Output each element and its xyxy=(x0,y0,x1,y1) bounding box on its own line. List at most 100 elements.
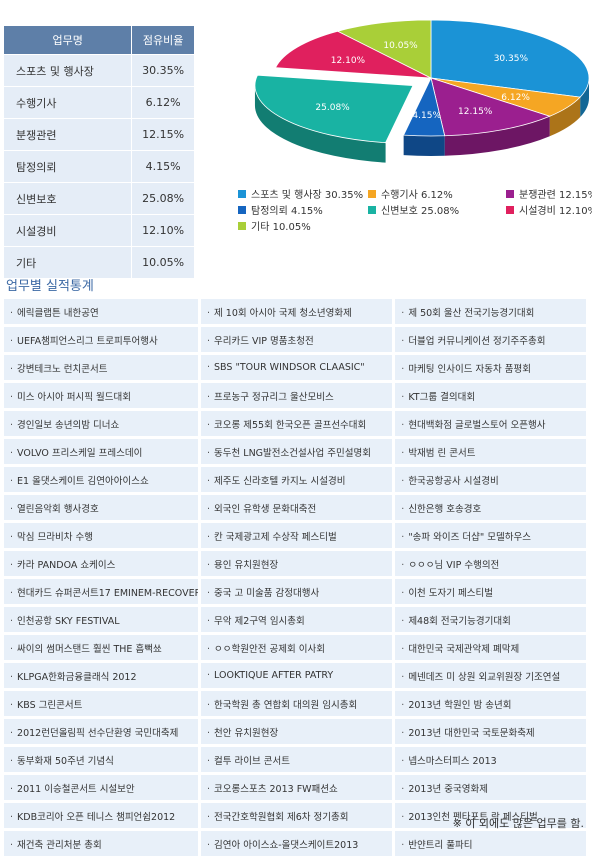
record-item: 제48회 전국기능경기대회 xyxy=(395,607,586,635)
share-ratio-cell: 30.35% xyxy=(131,54,194,87)
record-item: 막심 므라비차 수행 xyxy=(4,523,201,551)
record-item: ㅇㅇ학원안전 공제회 이사회 xyxy=(201,635,396,663)
record-item: 코오롱 제55회 한국오픈 골프선수대회 xyxy=(201,411,396,439)
share-pie-chart: 30.35% 6.12% 12.15% 4.15% 25.08% 12.10% 10.05% xyxy=(254,19,590,163)
record-item: VOLVO 프리스케일 프레스데이 xyxy=(4,439,201,467)
pie-slice-label: 12.15% xyxy=(458,107,493,117)
pie-slice xyxy=(336,19,432,79)
share-ratio-cell: 4.15% xyxy=(131,150,194,183)
records-row: 2011 이승철콘서트 시설보안코오롱스포츠 2013 FW패션쇼2013년 중… xyxy=(4,775,586,803)
pie-slice xyxy=(403,76,446,137)
share-table-row: 시설경비 12.10% xyxy=(4,214,194,247)
record-item: 미스 아시아 퍼시픽 월드대회 xyxy=(4,383,201,411)
record-item: 싸이의 썸머스탠드 훨씬 THE 흠뻑쑈 xyxy=(4,635,201,663)
legend-label: 탐정의뢰 4.15% xyxy=(251,206,323,217)
record-item: 강변테크노 런치콘서트 xyxy=(4,355,201,383)
record-item: 더블업 커뮤니케이션 정기주주총회 xyxy=(395,327,586,355)
record-item: 신한은행 호송경호 xyxy=(395,495,586,523)
record-item: 프로농구 정규리그 울산모비스 xyxy=(201,383,396,411)
share-ratio-cell: 12.10% xyxy=(131,214,194,247)
pie-slice-label: 4.15% xyxy=(412,111,441,121)
pie-slice-label: 10.05% xyxy=(383,41,418,51)
record-item: 용인 유치원현장 xyxy=(201,551,396,579)
pie-slice-side xyxy=(254,85,386,163)
record-item: SBS "TOUR WINDSOR CLAASIC" xyxy=(201,355,396,383)
share-ratio-cell: 6.12% xyxy=(131,86,194,119)
record-item: 제 50회 울산 전국기능경기대회 xyxy=(395,299,586,327)
pie-slice-side xyxy=(549,97,581,137)
records-row: 에릭클랩튼 내한공연제 10회 아시아 국제 청소년영화제제 50회 울산 전국… xyxy=(4,299,586,327)
pie-slice xyxy=(274,30,432,79)
records-row: 경인일보 송년의밤 디너쇼코오롱 제55회 한국오픈 골프선수대회현대백화점 글… xyxy=(4,411,586,439)
share-ratio-cell: 25.08% xyxy=(131,182,194,215)
legend-item: 수행기사 6.12% xyxy=(368,186,453,201)
record-item: 경인일보 송년의밤 디너쇼 xyxy=(4,411,201,439)
record-item: 이천 도자기 페스티벌 xyxy=(395,579,586,607)
record-item: 김연아 아이스쇼-올댓스케이트2013 xyxy=(201,831,396,859)
records-row: 인천공항 SKY FESTIVAL무악 제2구역 임시총회제48회 전국기능경기… xyxy=(4,607,586,635)
record-item: KBS 그린콘서트 xyxy=(4,691,201,719)
legend-swatch xyxy=(238,206,246,214)
legend-item: 스포츠 및 행사장 30.35% xyxy=(238,186,363,201)
record-item: 에릭클랩튼 내한공연 xyxy=(4,299,201,327)
share-table-row: 탐정의뢰 4.15% xyxy=(4,150,194,183)
record-item: 열린음악회 행사경호 xyxy=(4,495,201,523)
record-item: 한국공항공사 시설경비 xyxy=(395,467,586,495)
record-item: "송파 와이즈 더샵" 모델하우스 xyxy=(395,523,586,551)
records-row: KLPGA한화금융클래식 2012LOOKTIQUE AFTER PATRY메넨… xyxy=(4,663,586,691)
record-item: 카라 PANDOA 쇼케이스 xyxy=(4,551,201,579)
share-table: 업무명 점유비율 스포츠 및 행사장 30.35% 수행기사 6.12% 분쟁관련 12.… xyxy=(4,26,194,278)
record-item: 박재범 린 콘서트 xyxy=(395,439,586,467)
pie-slice xyxy=(430,19,590,98)
task-name-cell: 분쟁관련 xyxy=(4,118,133,151)
record-item: E1 올댓스케이트 김연아아이스쇼 xyxy=(4,467,201,495)
record-item: 코오롱스포츠 2013 FW패션쇼 xyxy=(201,775,396,803)
legend-swatch xyxy=(238,190,246,198)
record-item: KLPGA한화금융클래식 2012 xyxy=(4,663,201,691)
pie-slice-side xyxy=(444,116,550,156)
share-table-header-row: 업무명 점유비율 xyxy=(4,26,194,55)
pie-slice-side xyxy=(403,135,445,156)
legend-swatch xyxy=(368,206,376,214)
record-item: 마케팅 인사이드 자동차 품평회 xyxy=(395,355,586,383)
record-item: 2013년 학원인 밤 송년회 xyxy=(395,691,586,719)
record-item: 현대백화점 글로벌스토어 오픈행사 xyxy=(395,411,586,439)
records-row: 재건축 관리처분 총회김연아 아이스쇼-올댓스케이트2013반얀트리 풀파티 xyxy=(4,831,586,859)
records-row: 현대카드 슈퍼콘서트17 EMINEM-RECOVER중국 고 미술품 감정대행… xyxy=(4,579,586,607)
records-row: 싸이의 썸머스탠드 훨씬 THE 흠뻑쑈ㅇㅇ학원안전 공제회 이사회대한민국 국… xyxy=(4,635,586,663)
record-item: 한국학원 총 연합회 대의원 임시총회 xyxy=(201,691,396,719)
records-row: KDB코리아 오픈 테니스 챔피언쉽2012전국간호학원협회 제6차 정기총회2… xyxy=(4,803,586,831)
records-row: 미스 아시아 퍼시픽 월드대회프로농구 정규리그 울산모비스KT그룹 결의대회 xyxy=(4,383,586,411)
record-item: 인천공항 SKY FESTIVAL xyxy=(4,607,201,635)
record-item: 대한민국 국제관악제 폐막제 xyxy=(395,635,586,663)
task-name-cell: 시설경비 xyxy=(4,214,133,247)
legend-swatch xyxy=(506,206,514,214)
legend-swatch xyxy=(368,190,376,198)
record-item: LOOKTIQUE AFTER PATRY xyxy=(201,663,396,691)
record-item: 2013년 중국영화제 xyxy=(395,775,586,803)
records-row: E1 올댓스케이트 김연아아이스쇼제주도 신라호텔 카지노 시설경비한국공항공사… xyxy=(4,467,586,495)
record-item: 2013년 대한민국 국토문화축제 xyxy=(395,719,586,747)
legend-label: 분쟁관련 12.15% xyxy=(519,190,592,201)
records-table: 에릭클랩튼 내한공연제 10회 아시아 국제 청소년영화제제 50회 울산 전국… xyxy=(4,299,586,859)
pie-slice xyxy=(430,77,551,137)
records-row: 카라 PANDOA 쇼케이스용인 유치원현장ㅇㅇㅇ님 VIP 수행의전 xyxy=(4,551,586,579)
record-item: 동두천 LNG발전소건설사업 주민설명회 xyxy=(201,439,396,467)
records-row: UEFA챔피언스리그 트로피투어행사우리카드 VIP 명품초청전더블업 커뮤니케… xyxy=(4,327,586,355)
task-name-cell: 신변보호 xyxy=(4,182,133,215)
header-task-name: 업무명 xyxy=(4,26,133,55)
share-table-row: 스포츠 및 행사장 30.35% xyxy=(4,54,194,87)
legend-label: 신변보호 25.08% xyxy=(381,206,460,217)
pie-slice-label: 25.08% xyxy=(315,103,350,113)
share-ratio-cell: 10.05% xyxy=(131,246,194,278)
footnote: ※ 이 외에도 많은 업무를 함. xyxy=(452,817,584,830)
legend-item: 분쟁관련 12.15% xyxy=(506,186,592,201)
record-item: 2013인천 펜타포트 락 페스티벌 xyxy=(395,803,586,831)
records-table-body: 에릭클랩튼 내한공연제 10회 아시아 국제 청소년영화제제 50회 울산 전국… xyxy=(4,299,586,859)
share-table-body: 스포츠 및 행사장 30.35% 수행기사 6.12% 분쟁관련 12.15% 탐정의뢰 4.… xyxy=(4,54,194,278)
pie-slice-label: 30.35% xyxy=(494,54,529,64)
record-item: 2012런던올림픽 선수단환영 국민대축제 xyxy=(4,719,201,747)
task-name-cell: 탐정의뢰 xyxy=(4,150,133,183)
legend-label: 스포츠 및 행사장 30.35% xyxy=(251,190,364,201)
record-item: 반얀트리 풀파티 xyxy=(395,831,586,859)
